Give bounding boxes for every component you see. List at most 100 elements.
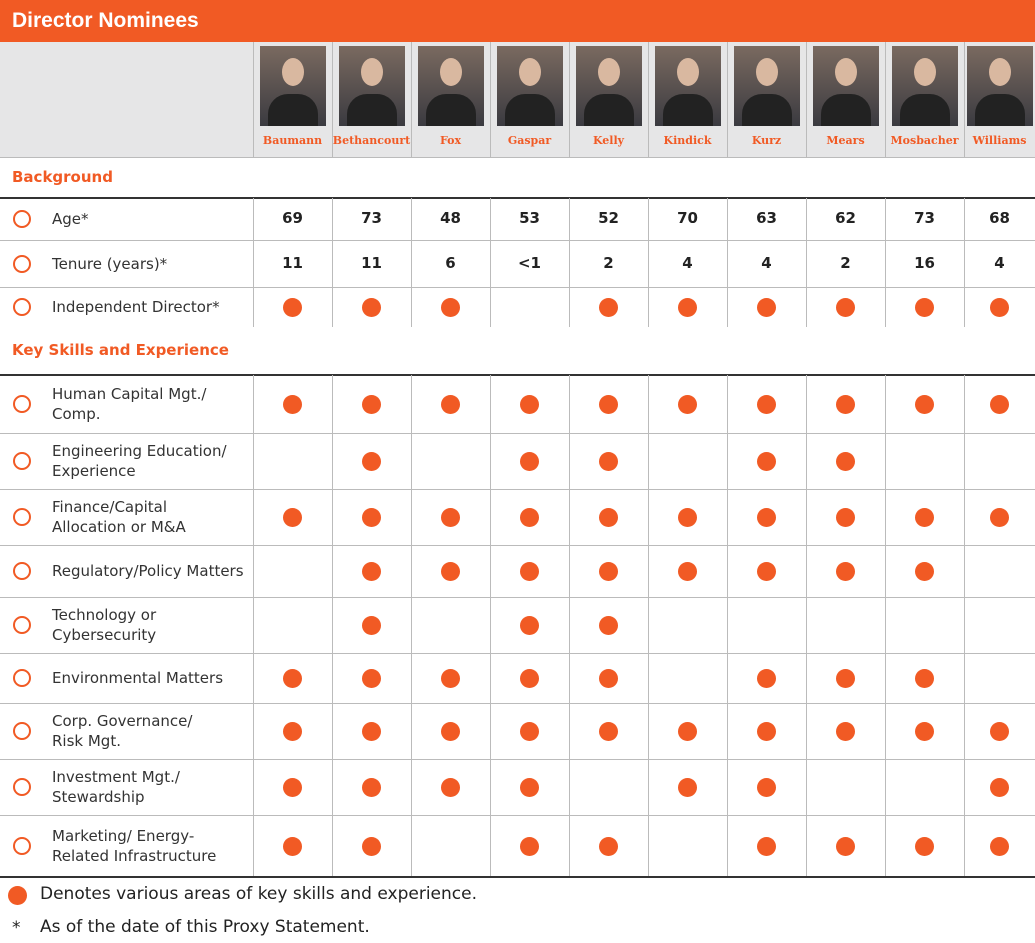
column-rule xyxy=(806,42,807,157)
skill-dot xyxy=(520,777,539,797)
photo xyxy=(575,46,642,126)
label-line: Comp. xyxy=(52,405,101,423)
column-rule xyxy=(569,240,570,287)
rule xyxy=(0,815,1035,816)
skill-dot xyxy=(441,394,460,414)
column-rule xyxy=(332,240,333,287)
skill-dot xyxy=(836,507,855,527)
column-rule xyxy=(885,759,886,815)
nominee-name: Mosbacher xyxy=(890,134,959,147)
column-rule xyxy=(648,198,649,240)
column-rule xyxy=(490,653,491,703)
photo-suit xyxy=(346,94,397,126)
column-rule xyxy=(727,545,728,597)
column-rule xyxy=(885,545,886,597)
skill-dot xyxy=(678,561,697,581)
column-rule xyxy=(332,545,333,597)
column-rule xyxy=(253,375,254,433)
column-rule xyxy=(569,703,570,759)
skill-dot xyxy=(441,507,460,527)
column-rule xyxy=(727,433,728,489)
column-rule xyxy=(569,198,570,240)
skill-dot xyxy=(678,721,697,741)
photo-face xyxy=(360,58,383,86)
column-rule xyxy=(332,653,333,703)
column-rule xyxy=(490,759,491,815)
row-label: Finance/Capital Allocation or M&A xyxy=(52,497,252,537)
skill-dot xyxy=(915,668,934,688)
column-rule xyxy=(885,815,886,877)
skill-dot xyxy=(757,668,776,688)
row-icon xyxy=(13,837,31,855)
label-line: Regulatory/Policy Matters xyxy=(52,562,244,580)
skill-dot xyxy=(915,721,934,741)
skill-dot xyxy=(441,777,460,797)
skill-dot xyxy=(599,615,618,635)
column-rule xyxy=(411,375,412,433)
skill-dot xyxy=(678,297,697,317)
photo-face xyxy=(518,58,541,86)
column-rule xyxy=(332,375,333,433)
skill-dot xyxy=(678,394,697,414)
column-rule xyxy=(885,375,886,433)
row-icon xyxy=(13,210,31,228)
skill-dot xyxy=(757,721,776,741)
column-rule xyxy=(806,703,807,759)
column-rule xyxy=(332,759,333,815)
photo xyxy=(259,46,326,126)
cell-value: 53 xyxy=(519,209,540,227)
column-rule xyxy=(332,433,333,489)
skill-dot xyxy=(520,836,539,856)
column-rule xyxy=(332,287,333,327)
rule xyxy=(0,489,1035,490)
skill-dot xyxy=(915,836,934,856)
skill-dot xyxy=(283,507,302,527)
column-rule xyxy=(648,287,649,327)
column-rule xyxy=(806,433,807,489)
column-rule xyxy=(253,653,254,703)
row-icon xyxy=(13,616,31,634)
photo-face xyxy=(597,58,620,86)
column-rule xyxy=(411,42,412,157)
column-rule xyxy=(727,198,728,240)
rule xyxy=(0,157,1035,158)
skill-dot xyxy=(990,721,1009,741)
skill-dot xyxy=(283,394,302,414)
photo-face xyxy=(281,58,304,86)
legend-text: Denotes various areas of key skills and … xyxy=(40,884,478,904)
row-icon xyxy=(13,722,31,740)
column-rule xyxy=(253,545,254,597)
photo-face xyxy=(913,58,936,86)
column-rule xyxy=(569,653,570,703)
column-rule xyxy=(648,653,649,703)
label-line: Experience xyxy=(52,462,136,480)
skill-dot xyxy=(362,451,381,471)
column-rule xyxy=(727,815,728,877)
column-rule xyxy=(964,42,965,157)
column-rule xyxy=(490,545,491,597)
column-rule xyxy=(806,489,807,545)
column-rule xyxy=(964,759,965,815)
column-rule xyxy=(490,287,491,327)
skill-dot xyxy=(599,561,618,581)
column-rule xyxy=(253,815,254,877)
photo-suit xyxy=(662,94,713,126)
column-rule xyxy=(332,489,333,545)
column-rule xyxy=(569,287,570,327)
skill-dot xyxy=(915,561,934,581)
rule xyxy=(0,433,1035,434)
column-rule xyxy=(806,240,807,287)
skill-dot xyxy=(757,836,776,856)
photo-suit xyxy=(583,94,634,126)
column-rule xyxy=(253,703,254,759)
photo xyxy=(338,46,405,126)
label-line: Independent Director* xyxy=(52,298,220,316)
column-rule xyxy=(885,433,886,489)
skill-dot xyxy=(362,507,381,527)
label-line: Age* xyxy=(52,210,89,228)
column-rule xyxy=(332,703,333,759)
skill-dot xyxy=(362,394,381,414)
column-rule xyxy=(964,489,965,545)
skill-dot xyxy=(990,777,1009,797)
skill-dot xyxy=(599,507,618,527)
